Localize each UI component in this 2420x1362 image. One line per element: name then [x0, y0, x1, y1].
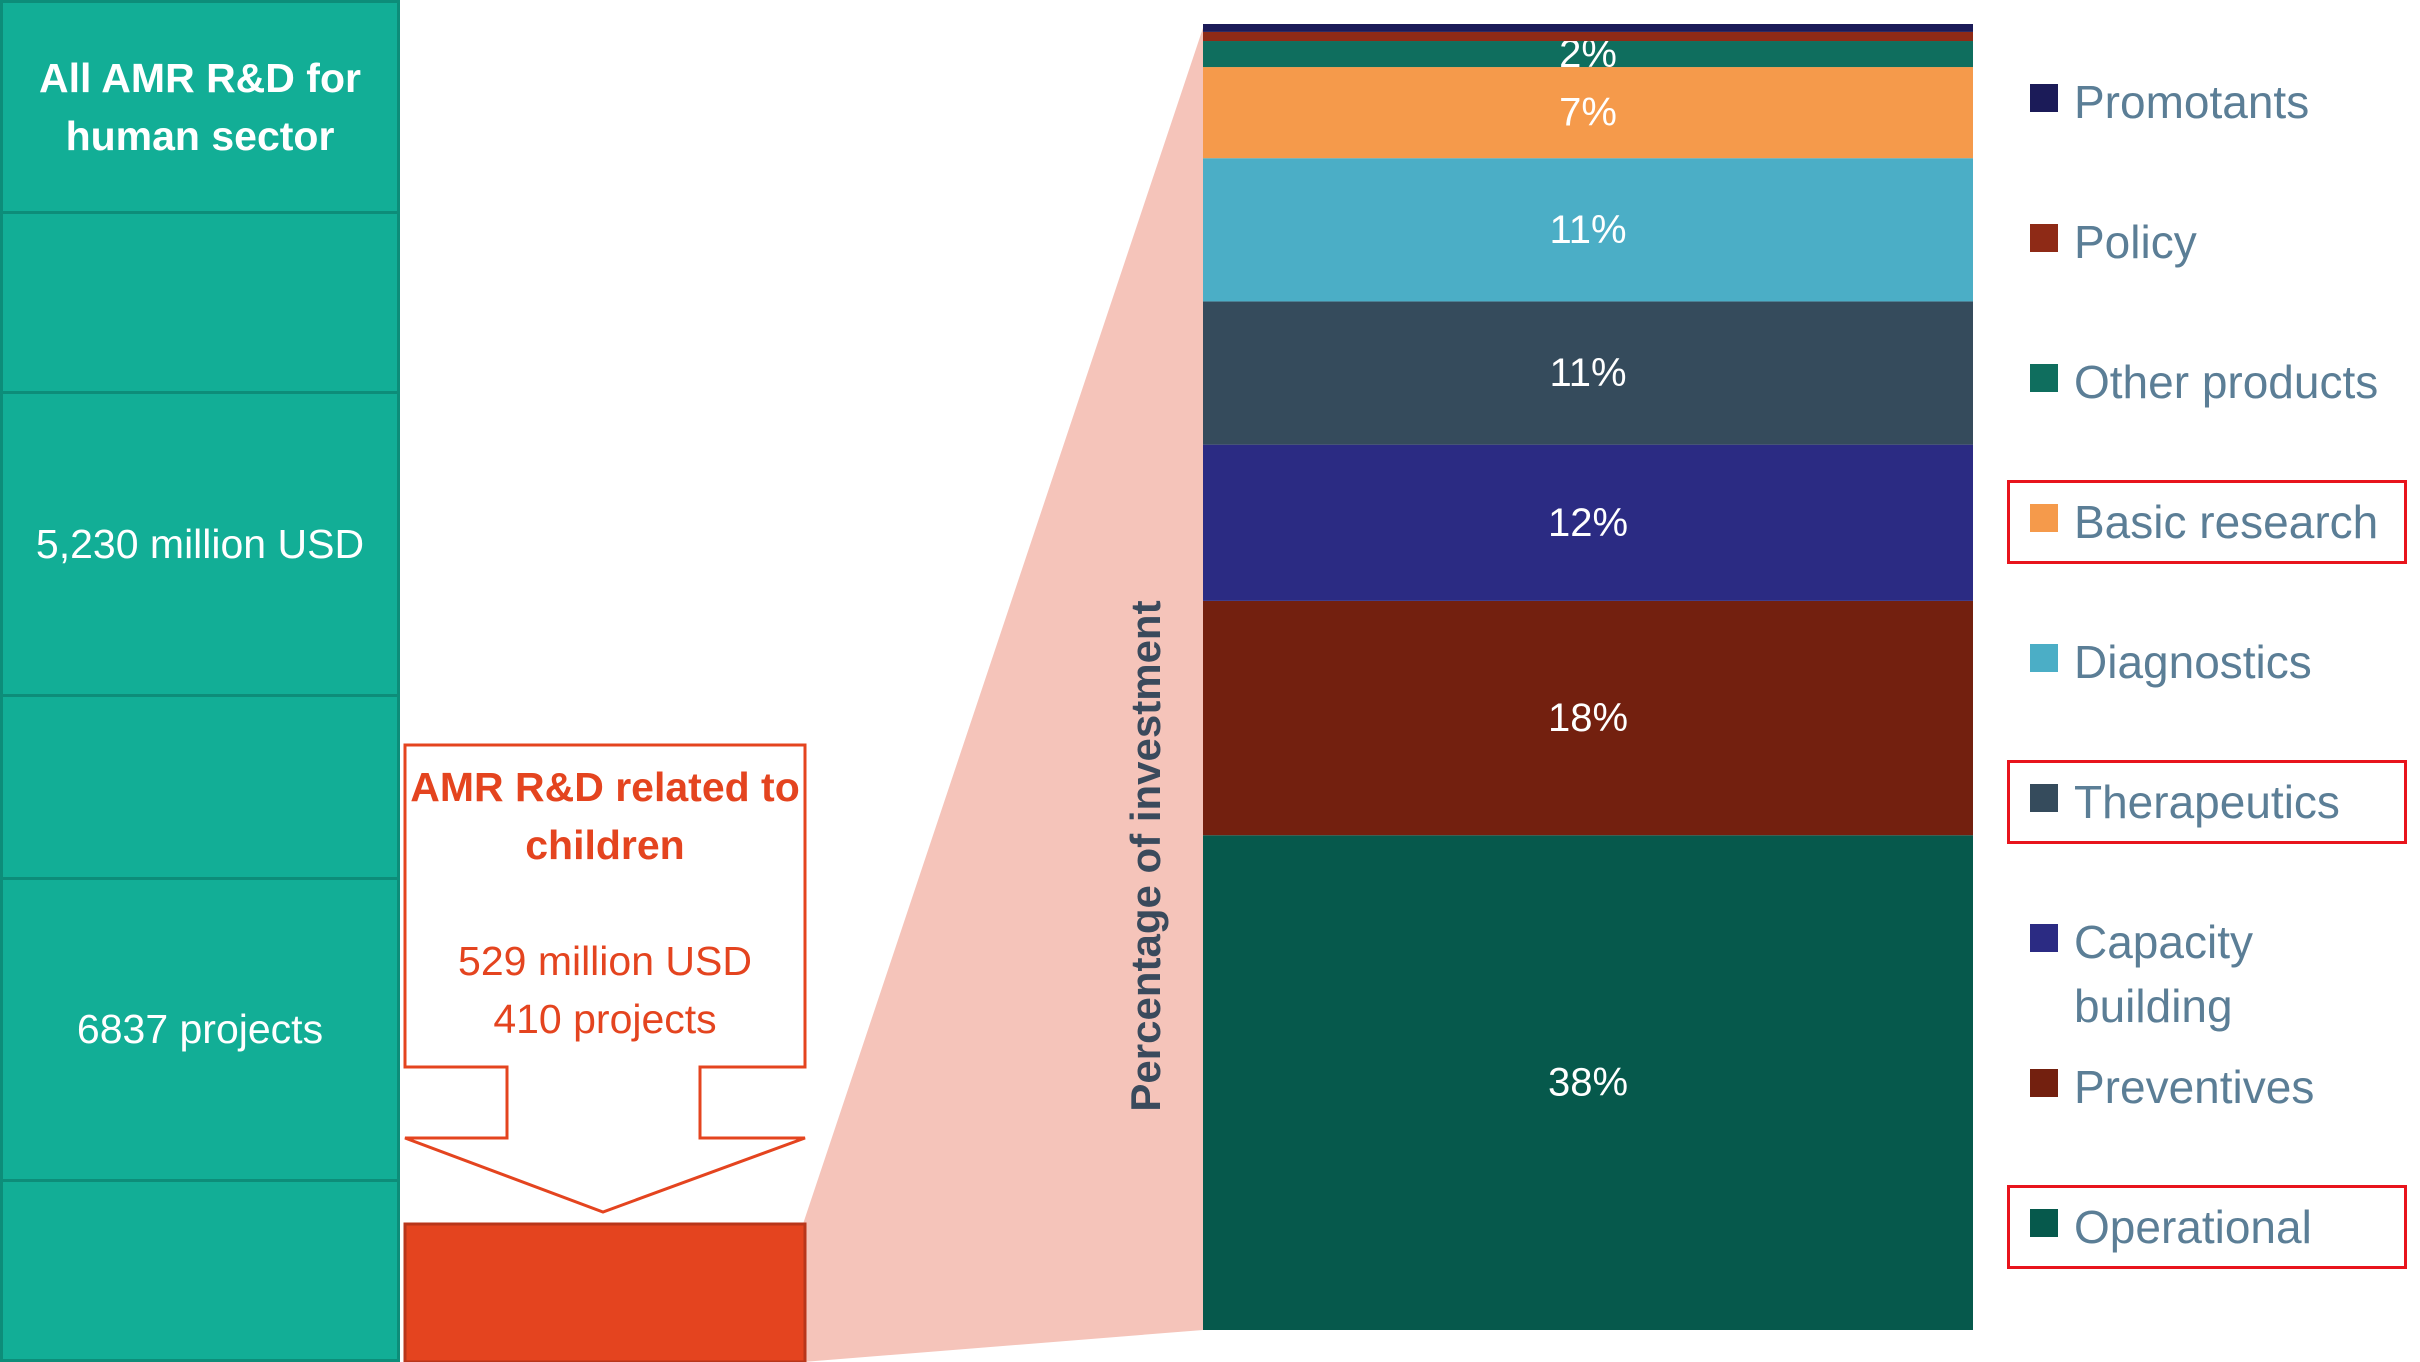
callout-title: AMR R&D related to children	[410, 764, 800, 868]
legend-swatch	[2030, 224, 2058, 252]
bar-segment-other-products	[1203, 41, 1973, 68]
left-panel-projects: 6837 projects	[76, 1006, 324, 1052]
legend-item-basic-research: Basic research	[2030, 490, 2378, 554]
legend-item-preventives: Preventives	[2030, 1055, 2314, 1119]
zoom-wedge	[803, 28, 1203, 1362]
legend-item-capacity-building: Capacity building	[2030, 910, 2334, 1038]
children-share-bar	[403, 1222, 807, 1362]
bar-segment-capacity-building	[1203, 444, 1973, 601]
bar-segment-operational	[1203, 835, 1973, 1330]
callout-text: AMR R&D related to children 529 million …	[405, 758, 805, 1048]
legend-label: Other products	[2074, 356, 2379, 408]
legend-swatch	[2030, 644, 2058, 672]
legend-item-policy: Policy	[2030, 210, 2197, 274]
legend-item-diagnostics: Diagnostics	[2030, 630, 2312, 694]
legend-item-promotants: Promotants	[2030, 70, 2309, 134]
left-amount-cell: 5,230 million USD	[0, 391, 400, 697]
legend-label: Capacity building	[2074, 916, 2253, 1032]
legend-label: Therapeutics	[2074, 776, 2340, 828]
legend-item-other-products: Other products	[2030, 350, 2378, 414]
legend-item-therapeutics: Therapeutics	[2030, 770, 2340, 834]
callout-amount: 529 million USD	[458, 938, 752, 984]
legend-swatch	[2030, 1069, 2058, 1097]
data-label-capacity-building: 12%	[1548, 501, 1628, 545]
legend-label: Policy	[2074, 216, 2197, 268]
legend-swatch	[2030, 364, 2058, 392]
legend-swatch	[2030, 1209, 2058, 1237]
legend-item-operational: Operational	[2030, 1195, 2312, 1259]
bar-segment-basic-research	[1203, 67, 1973, 159]
legend-label: Operational	[2074, 1201, 2312, 1253]
callout-arrow-box	[403, 743, 807, 1214]
legend-highlight-box	[2007, 480, 2407, 564]
y-axis-label: Percentage of investment	[1122, 600, 1169, 1112]
left-empty-cell-2	[0, 694, 400, 880]
left-empty-cell-1	[0, 211, 400, 394]
legend-label: Preventives	[2074, 1061, 2315, 1113]
left-panel-amount: 5,230 million USD	[35, 520, 365, 567]
legend-swatch	[2030, 504, 2058, 532]
bar-segment-policy	[1203, 31, 1973, 42]
bar-segment-diagnostics	[1203, 158, 1973, 302]
legend-label: Basic research	[2074, 496, 2379, 548]
bar-segment-promotants	[1203, 28, 1973, 32]
data-label-preventives: 18%	[1548, 696, 1628, 740]
data-label-therapeutics: 11%	[1549, 351, 1626, 395]
legend-swatch	[2030, 924, 2058, 952]
left-panel-title: All AMR R&D for human sector	[39, 55, 361, 159]
left-empty-cell-3	[0, 1179, 400, 1362]
bar-segment-therapeutics	[1203, 301, 1973, 445]
data-label-operational: 38%	[1548, 1061, 1628, 1105]
legend-swatch	[2030, 784, 2058, 812]
legend-highlight-box	[2007, 1185, 2407, 1269]
data-label-diagnostics: 11%	[1549, 208, 1626, 252]
bar-segment-preventives	[1203, 600, 1973, 836]
data-label-basic-research: 7%	[1559, 91, 1617, 135]
legend-highlight-box	[2007, 760, 2407, 844]
legend-label: Diagnostics	[2074, 636, 2312, 688]
callout-projects: 410 projects	[493, 996, 717, 1042]
legend-label: Promotants	[2074, 76, 2310, 128]
bar-top-edge	[1203, 24, 1973, 29]
left-title-cell: All AMR R&D for human sector	[0, 0, 400, 214]
legend-swatch	[2030, 84, 2058, 112]
stacked-bar: 38%18%12%11%11%7%2%	[1203, 24, 1973, 1330]
